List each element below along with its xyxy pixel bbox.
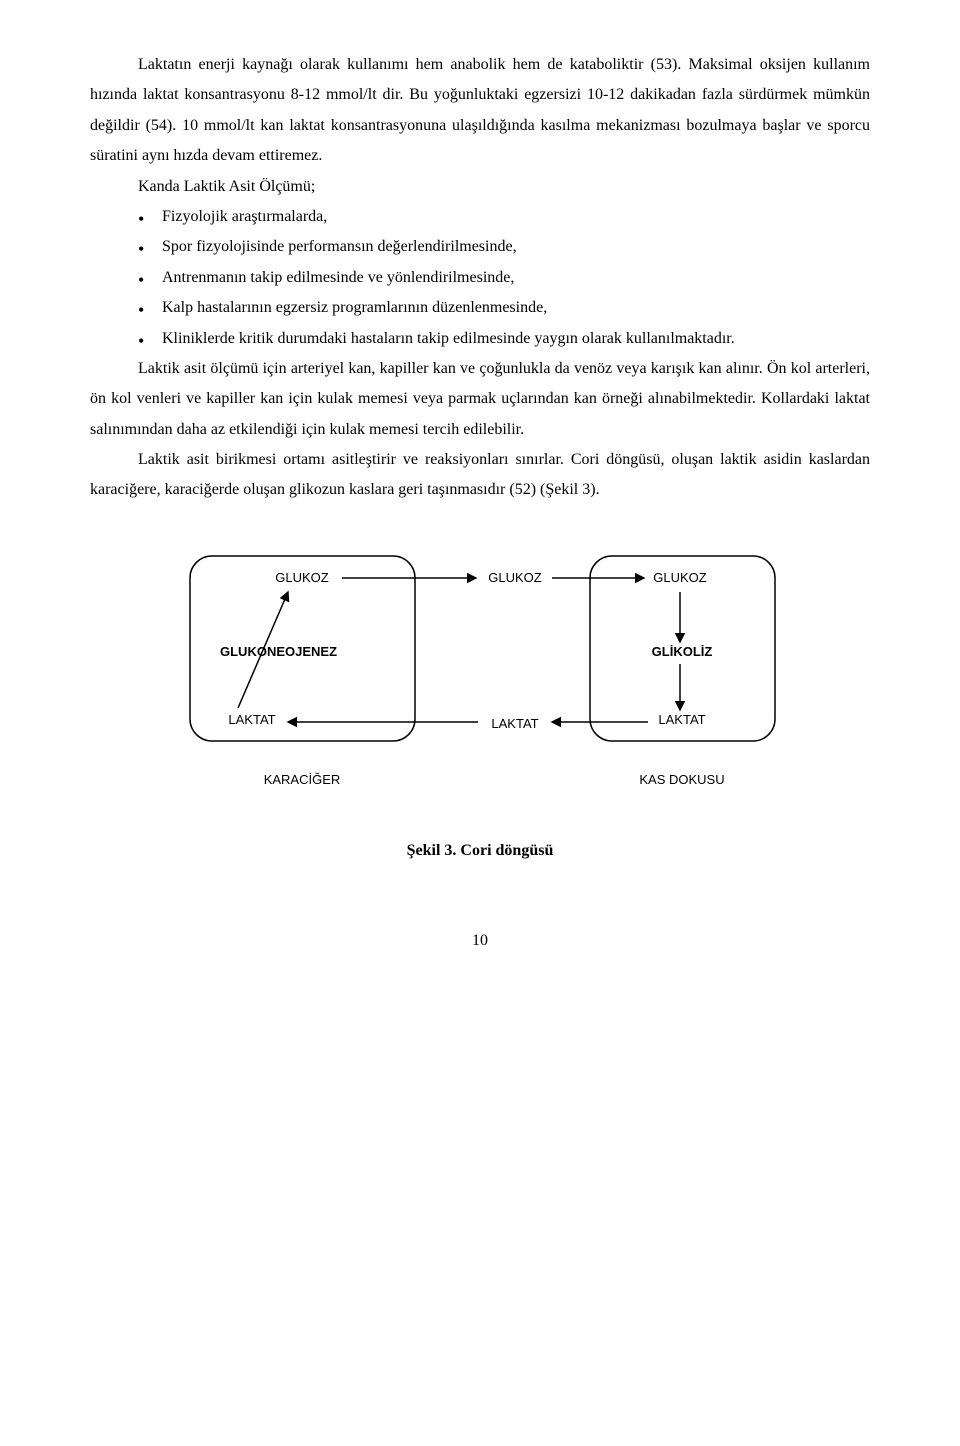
paragraph-1: Laktatın enerji kaynağı olarak kullanımı… (90, 50, 870, 172)
list-item: Kalp hastalarının egzersiz programlarını… (138, 293, 870, 323)
figure-caption: Şekil 3. Cori döngüsü (90, 836, 870, 866)
list-item: Spor fizyolojisinde performansın değerle… (138, 232, 870, 262)
list-item: Antrenmanın takip edilmesinde ve yönlend… (138, 263, 870, 293)
list-item: Kliniklerde kritik durumdaki hastaların … (138, 324, 870, 354)
svg-text:KAS DOKUSU: KAS DOKUSU (639, 772, 724, 787)
cori-cycle-diagram: GLUKOZ GLUKONEOJENEZ LAKTAT GLUKOZ LAKTAT GLU… (90, 546, 870, 806)
list-item: Fizyolojik araştırmalarda, (138, 202, 870, 232)
svg-text:LAKTAT: LAKTAT (491, 716, 538, 731)
svg-text:KARACİĞER: KARACİĞER (264, 772, 341, 787)
svg-text:LAKTAT: LAKTAT (228, 712, 275, 727)
svg-text:GLUKONEOJENEZ: GLUKONEOJENEZ (220, 644, 337, 659)
page-number: 10 (90, 926, 870, 956)
paragraph-3: Laktik asit ölçümü için arteriyel kan, k… (90, 354, 870, 445)
svg-text:GLİKOLİZ: GLİKOLİZ (652, 644, 713, 659)
cori-cycle-svg: GLUKOZ GLUKONEOJENEZ LAKTAT GLUKOZ LAKTAT GLU… (160, 546, 800, 806)
document-body: Laktatın enerji kaynağı olarak kullanımı… (90, 50, 870, 957)
svg-text:LAKTAT: LAKTAT (658, 712, 705, 727)
svg-text:GLUKOZ: GLUKOZ (653, 570, 707, 585)
paragraph-2: Kanda Laktik Asit Ölçümü; (90, 172, 870, 202)
paragraph-4: Laktik asit birikmesi ortamı asitleştiri… (90, 445, 870, 506)
svg-text:GLUKOZ: GLUKOZ (275, 570, 329, 585)
bullet-list: Fizyolojik araştırmalarda, Spor fizyoloj… (90, 202, 870, 354)
svg-text:GLUKOZ: GLUKOZ (488, 570, 542, 585)
